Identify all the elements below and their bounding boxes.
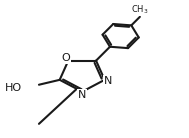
Text: N: N <box>104 76 113 86</box>
Text: N: N <box>78 90 86 100</box>
Text: O: O <box>62 53 70 63</box>
Text: CH$_3$: CH$_3$ <box>131 4 149 16</box>
Text: HO: HO <box>5 83 22 93</box>
